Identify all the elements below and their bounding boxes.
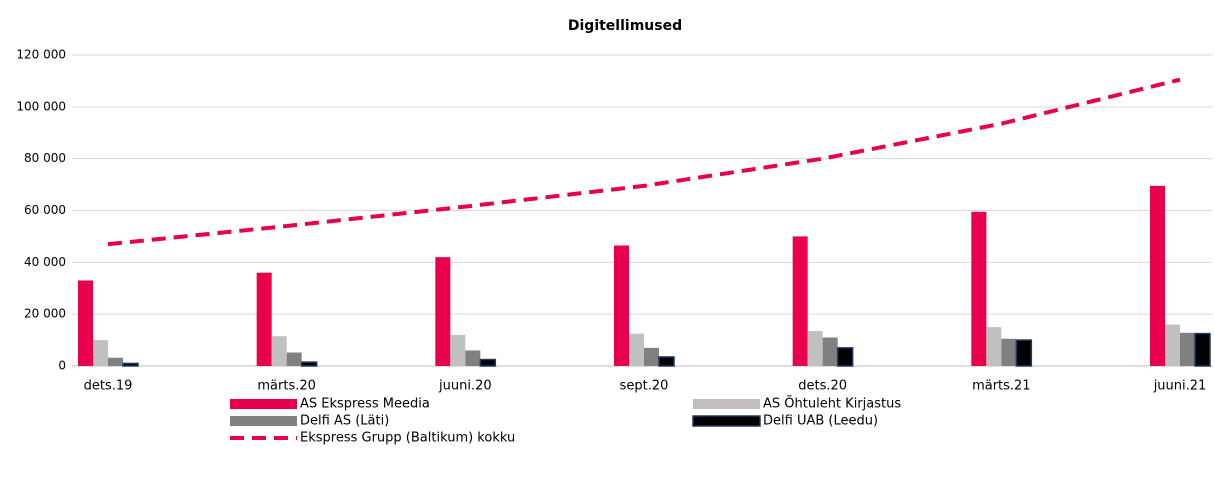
bar xyxy=(465,350,481,366)
x-tick-label: juuni.20 xyxy=(438,379,492,394)
x-tick-label: juuni.21 xyxy=(1153,379,1207,394)
bar xyxy=(108,357,123,366)
bar xyxy=(271,336,287,366)
y-tick-label: 20 000 xyxy=(24,307,66,321)
bar xyxy=(614,245,629,366)
bar xyxy=(256,272,272,366)
bar xyxy=(435,257,451,366)
y-tick-label: 60 000 xyxy=(24,203,66,217)
bar xyxy=(286,352,302,366)
bar xyxy=(78,280,93,366)
chart-title: Digitellimused xyxy=(568,18,682,34)
y-tick-label: 80 000 xyxy=(24,151,66,165)
x-tick-label: sept.20 xyxy=(620,379,669,394)
bar xyxy=(986,327,1002,366)
x-tick-label: dets.19 xyxy=(84,379,133,394)
bar xyxy=(1001,338,1017,366)
bar xyxy=(822,337,838,366)
bar xyxy=(807,331,823,366)
legend-swatch xyxy=(693,399,760,409)
y-tick-label: 120 000 xyxy=(16,48,66,62)
y-tick-label: 40 000 xyxy=(24,255,66,269)
legend-swatch xyxy=(692,415,761,427)
legend-swatch xyxy=(230,399,297,409)
legend-label: Delfi AS (Läti) xyxy=(300,414,389,429)
bar xyxy=(792,236,808,366)
legend-label: AS Ekspress Meedia xyxy=(300,397,430,412)
bar xyxy=(450,334,466,366)
bar xyxy=(300,361,318,367)
x-tick-label: märts.21 xyxy=(972,379,1031,394)
bar xyxy=(1180,332,1195,366)
x-tick-label: dets.20 xyxy=(798,379,847,394)
bar xyxy=(1194,332,1211,367)
legend-swatch xyxy=(230,416,297,426)
bar xyxy=(836,347,854,367)
bar xyxy=(971,211,987,366)
bar xyxy=(658,356,675,367)
bar xyxy=(1165,324,1180,366)
y-tick-label: 100 000 xyxy=(16,99,66,113)
bar xyxy=(1015,339,1033,367)
bar xyxy=(644,347,659,366)
bar xyxy=(629,333,644,366)
y-tick-label: 0 xyxy=(58,359,66,373)
x-tick-label: märts.20 xyxy=(257,379,316,394)
bar xyxy=(1150,185,1165,366)
legend-label: Delfi UAB (Leedu) xyxy=(763,414,878,429)
line xyxy=(107,77,1181,247)
bar xyxy=(93,340,108,366)
legend-label: AS Õhtuleht Kirjastus xyxy=(763,396,901,412)
legend-label: Ekspress Grupp (Baltikum) kokku xyxy=(300,431,515,446)
bar xyxy=(479,358,497,367)
bar xyxy=(122,362,139,367)
